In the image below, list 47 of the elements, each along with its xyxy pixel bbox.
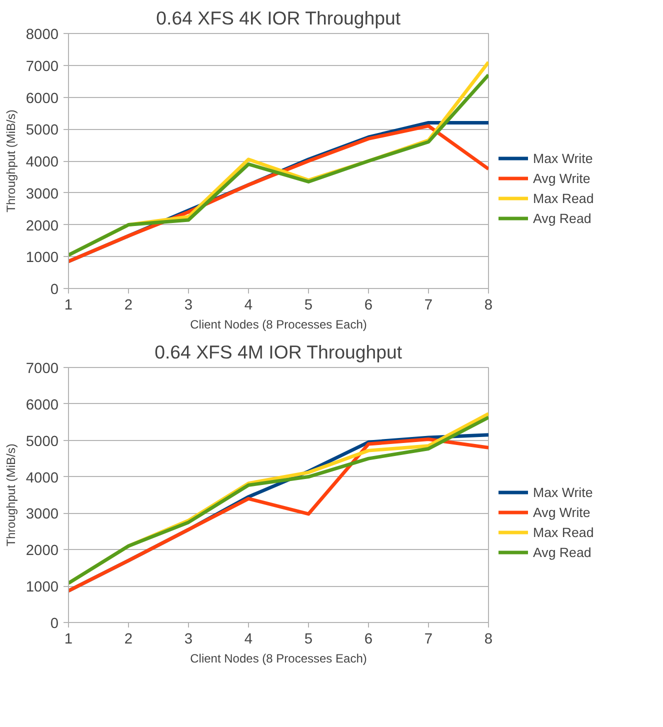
y-tick-label: 4000 (26, 470, 59, 486)
x-tick-label: 8 (484, 632, 493, 648)
y-tick-label: 3000 (26, 506, 59, 523)
chart-title: 0.64 XFS 4M IOR Throughput (154, 342, 403, 362)
y-tick-label: 3000 (26, 186, 59, 202)
legend-label: Max Read (533, 524, 594, 540)
legend-label: Avg Read (533, 544, 592, 560)
x-tick-label: 2 (124, 632, 133, 648)
legend-label: Max Read (533, 190, 594, 206)
y-tick-label: 6000 (26, 397, 59, 414)
legend-label: Max Write (533, 484, 593, 500)
x-tick-label: 7 (424, 298, 433, 314)
y-tick-label: 1000 (26, 580, 59, 596)
y-axis-title: Throughput (MiB/s) (4, 444, 18, 546)
y-tick-label: 1000 (26, 250, 59, 266)
y-tick-label: 6000 (26, 90, 59, 107)
x-axis-title: Client Nodes (8 Processes Each) (190, 318, 367, 332)
x-tick-label: 6 (364, 632, 373, 648)
x-tick-label: 3 (184, 298, 193, 314)
y-tick-label: 5000 (26, 434, 59, 450)
legend-label: Avg Write (533, 170, 590, 186)
legend-label: Avg Write (533, 504, 590, 520)
x-tick-label: 3 (184, 632, 193, 648)
y-tick-label: 7000 (26, 58, 59, 75)
x-tick-label: 2 (124, 298, 133, 314)
x-tick-label: 8 (484, 298, 493, 314)
x-tick-label: 5 (304, 298, 313, 314)
y-tick-label: 0 (50, 282, 59, 298)
y-tick-label: 4000 (26, 154, 59, 170)
legend-label: Avg Read (533, 210, 592, 226)
x-tick-label: 5 (304, 632, 313, 648)
y-tick-label: 8000 (26, 27, 59, 43)
x-tick-label: 6 (364, 298, 373, 314)
y-tick-label: 2000 (26, 543, 59, 560)
y-tick-label: 0 (50, 616, 59, 632)
x-tick-label: 4 (244, 632, 253, 648)
x-tick-label: 7 (424, 632, 433, 648)
y-axis-title: Throughput (MiB/s) (4, 110, 18, 212)
legend-label: Max Write (533, 150, 593, 166)
x-tick-label: 4 (244, 298, 253, 314)
x-tick-label: 1 (64, 298, 73, 314)
y-tick-label: 2000 (26, 218, 59, 234)
y-tick-label: 7000 (26, 361, 59, 377)
x-axis-title: Client Nodes (8 Processes Each) (190, 652, 367, 666)
x-tick-label: 1 (64, 632, 73, 648)
y-tick-label: 5000 (26, 122, 59, 139)
chart-title: 0.64 XFS 4K IOR Throughput (156, 8, 402, 28)
